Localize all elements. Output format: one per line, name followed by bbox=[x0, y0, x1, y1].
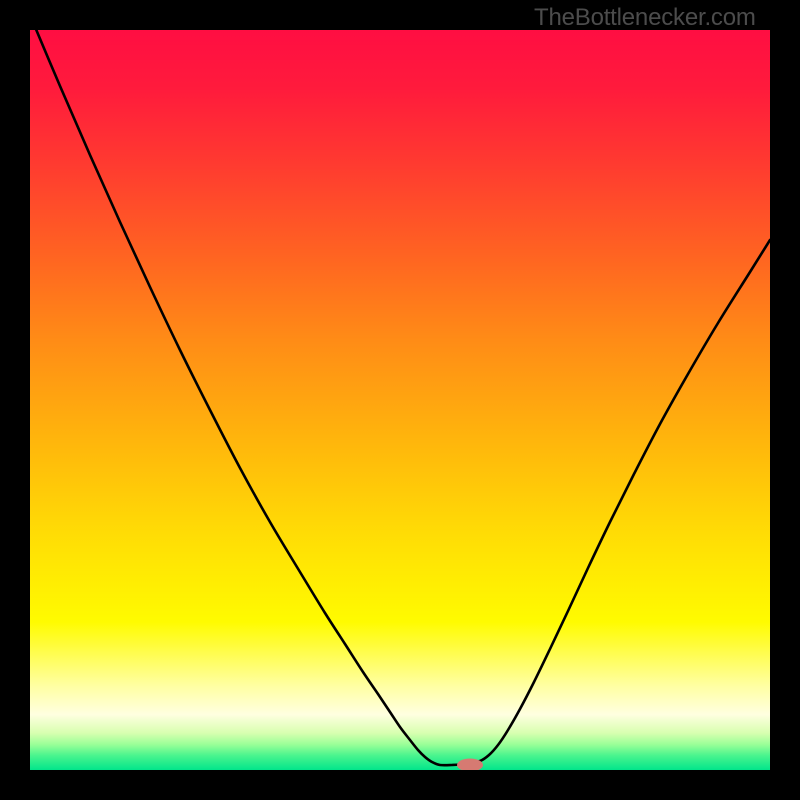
watermark-label: TheBottlenecker.com bbox=[534, 4, 756, 32]
optimum-marker bbox=[457, 759, 483, 772]
gradient-background bbox=[30, 30, 770, 770]
bottleneck-chart bbox=[0, 0, 800, 800]
